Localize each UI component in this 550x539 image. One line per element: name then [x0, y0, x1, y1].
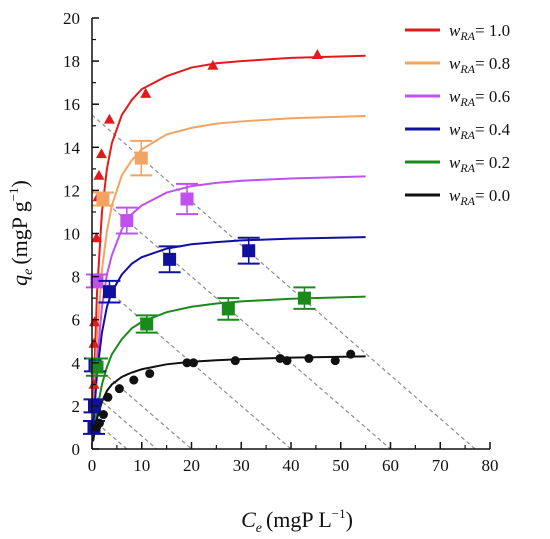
legend-label-1: wRA= 0.8 [449, 54, 510, 76]
data-point-s0-8 [95, 148, 107, 159]
legend-label-0: wRA= 1.0 [449, 21, 510, 43]
data-point-s5-4 [114, 384, 124, 394]
data-point-s0-7 [93, 169, 105, 180]
data-point-s5-1 [94, 418, 104, 428]
data-point-s3-3 [242, 244, 256, 258]
fit-curve-2 [92, 175, 366, 430]
data-point-s0-2 [88, 337, 100, 348]
legend-label-4: wRA= 0.2 [449, 153, 510, 175]
data-point-s4-2 [221, 302, 235, 316]
operating-line-1 [91, 114, 476, 450]
data-point-s0-11 [207, 59, 219, 70]
data-point-s0-12 [311, 49, 323, 60]
x-tick-label-10: 10 [133, 456, 150, 475]
data-point-s5-9 [230, 356, 240, 366]
data-point-s5-11 [282, 356, 292, 366]
y-tick-label-12: 12 [63, 181, 80, 200]
legend: wRA= 1.0 wRA= 0.8 wRA= 0.6 wRA= 0.4 wRA= 0.2… [405, 21, 511, 208]
operating-line-4 [91, 362, 192, 450]
operating-line-2 [91, 189, 391, 450]
y-tick-label-10: 10 [63, 225, 80, 244]
data-point-s5-12 [304, 353, 314, 363]
y-tick-label-14: 14 [63, 138, 81, 157]
y-tick-label-20: 20 [63, 9, 80, 28]
data-point-s4-1 [140, 317, 154, 331]
y-tick-label-2: 2 [72, 397, 81, 416]
x-tick-label-80: 80 [482, 456, 499, 475]
data-point-s5-8 [188, 358, 198, 368]
x-tick-label-60: 60 [382, 456, 399, 475]
x-tick-label-50: 50 [332, 456, 349, 475]
axes: 0 10 20 30 40 50 60 70 80 0 2 4 6 8 10 12 14 16 18 20 [63, 9, 499, 475]
data-point-s0-5 [90, 232, 102, 243]
data-point-s1-1 [134, 151, 148, 165]
data-point-s5-10 [275, 353, 285, 363]
data-point-s5-7 [182, 358, 192, 368]
y-tick-label-0: 0 [72, 440, 81, 459]
fit-curve-4 [92, 295, 366, 441]
data-point-s2-0 [90, 274, 104, 288]
legend-label-3: wRA= 0.4 [449, 120, 511, 142]
y-tick-label-8: 8 [72, 268, 81, 287]
data-point-s2-2 [180, 192, 194, 206]
fit-curve-3 [92, 236, 366, 432]
data-point-s3-2 [163, 252, 177, 266]
data-point-s0-9 [103, 113, 115, 124]
y-axis-title: qe(mgP g−1) [6, 180, 36, 286]
data-point-s1-0 [96, 192, 110, 206]
data-point-s4-3 [297, 291, 311, 305]
y-tick-label-16: 16 [63, 95, 80, 114]
x-axis-title: Ce (mgP L−1) [241, 506, 353, 536]
data-point-s5-2 [98, 410, 108, 420]
data-point-s5-3 [103, 392, 113, 402]
data-point-s5-14 [346, 349, 356, 359]
data-point-s4-0 [90, 360, 104, 374]
data-point-s5-13 [330, 356, 340, 366]
data-point-s5-6 [145, 369, 155, 379]
y-tick-label-6: 6 [72, 311, 81, 330]
x-tick-label-70: 70 [432, 456, 449, 475]
data-point-s3-1 [102, 285, 116, 299]
data-point-s5-5 [129, 375, 139, 385]
x-tick-label-30: 30 [233, 456, 250, 475]
legend-label-5: wRA= 0.0 [449, 186, 510, 208]
data-point-s0-10 [140, 87, 152, 98]
x-tick-label-0: 0 [88, 456, 97, 475]
x-tick-label-40: 40 [283, 456, 300, 475]
y-tick-label-4: 4 [72, 354, 81, 373]
operating-lines [91, 114, 476, 450]
data-point-s2-1 [120, 214, 134, 228]
operating-line-3 [91, 276, 292, 450]
fit-curve-5 [92, 355, 366, 442]
legend-label-2: wRA= 0.6 [449, 87, 510, 109]
y-tick-label-18: 18 [63, 52, 80, 71]
x-tick-label-20: 20 [183, 456, 200, 475]
